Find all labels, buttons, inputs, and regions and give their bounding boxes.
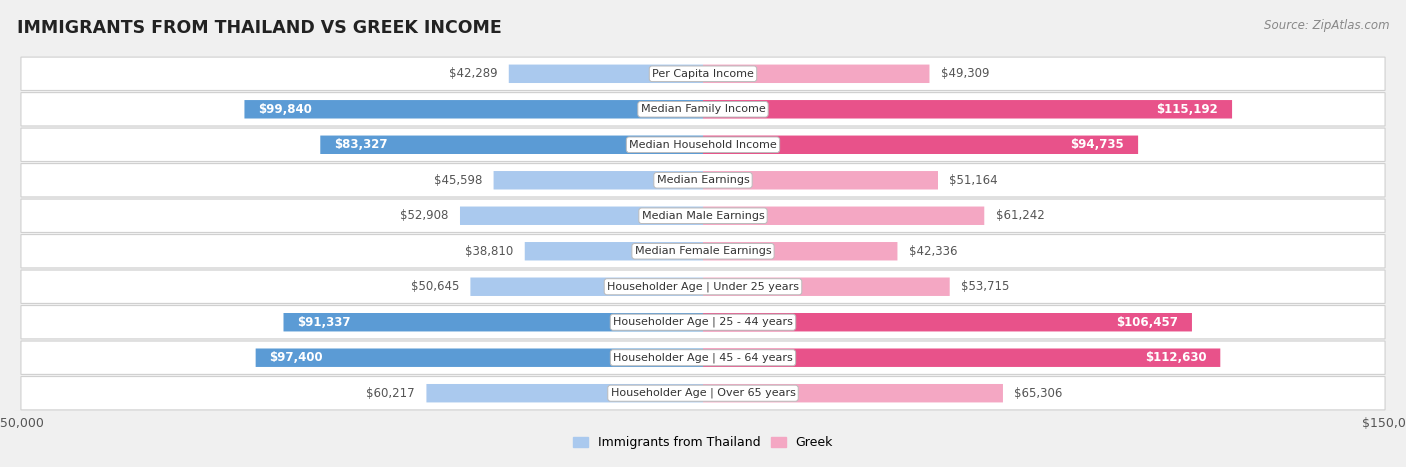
- FancyBboxPatch shape: [703, 64, 929, 83]
- Text: $51,164: $51,164: [949, 174, 998, 187]
- Text: $65,306: $65,306: [1014, 387, 1063, 400]
- FancyBboxPatch shape: [703, 242, 897, 261]
- FancyBboxPatch shape: [21, 341, 1385, 375]
- FancyBboxPatch shape: [509, 64, 703, 83]
- FancyBboxPatch shape: [703, 384, 1002, 403]
- Text: $53,715: $53,715: [962, 280, 1010, 293]
- Text: $49,309: $49,309: [941, 67, 990, 80]
- Text: $50,645: $50,645: [411, 280, 458, 293]
- Text: Median Household Income: Median Household Income: [628, 140, 778, 150]
- Text: Median Family Income: Median Family Income: [641, 104, 765, 114]
- FancyBboxPatch shape: [21, 234, 1385, 268]
- FancyBboxPatch shape: [21, 305, 1385, 339]
- Text: $60,217: $60,217: [367, 387, 415, 400]
- FancyBboxPatch shape: [21, 270, 1385, 304]
- FancyBboxPatch shape: [21, 57, 1385, 91]
- FancyBboxPatch shape: [21, 92, 1385, 126]
- FancyBboxPatch shape: [21, 163, 1385, 197]
- FancyBboxPatch shape: [703, 348, 1220, 367]
- Text: Per Capita Income: Per Capita Income: [652, 69, 754, 79]
- Text: $61,242: $61,242: [995, 209, 1045, 222]
- FancyBboxPatch shape: [703, 277, 949, 296]
- Text: $52,908: $52,908: [401, 209, 449, 222]
- Text: $45,598: $45,598: [433, 174, 482, 187]
- Text: Median Male Earnings: Median Male Earnings: [641, 211, 765, 221]
- Text: $115,192: $115,192: [1157, 103, 1218, 116]
- FancyBboxPatch shape: [21, 199, 1385, 233]
- FancyBboxPatch shape: [494, 171, 703, 190]
- FancyBboxPatch shape: [321, 135, 703, 154]
- FancyBboxPatch shape: [703, 171, 938, 190]
- FancyBboxPatch shape: [21, 376, 1385, 410]
- FancyBboxPatch shape: [256, 348, 703, 367]
- FancyBboxPatch shape: [703, 100, 1232, 119]
- FancyBboxPatch shape: [703, 313, 1192, 332]
- FancyBboxPatch shape: [284, 313, 703, 332]
- Text: Householder Age | 25 - 44 years: Householder Age | 25 - 44 years: [613, 317, 793, 327]
- Text: $38,810: $38,810: [465, 245, 513, 258]
- Text: Householder Age | Under 25 years: Householder Age | Under 25 years: [607, 282, 799, 292]
- Text: $94,735: $94,735: [1070, 138, 1125, 151]
- Legend: Immigrants from Thailand, Greek: Immigrants from Thailand, Greek: [568, 432, 838, 454]
- Text: $91,337: $91,337: [297, 316, 350, 329]
- FancyBboxPatch shape: [21, 128, 1385, 162]
- Text: Source: ZipAtlas.com: Source: ZipAtlas.com: [1264, 19, 1389, 32]
- FancyBboxPatch shape: [245, 100, 703, 119]
- Text: $106,457: $106,457: [1116, 316, 1178, 329]
- Text: Householder Age | 45 - 64 years: Householder Age | 45 - 64 years: [613, 353, 793, 363]
- Text: Median Female Earnings: Median Female Earnings: [634, 246, 772, 256]
- FancyBboxPatch shape: [524, 242, 703, 261]
- Text: $112,630: $112,630: [1144, 351, 1206, 364]
- Text: $42,336: $42,336: [908, 245, 957, 258]
- Text: Householder Age | Over 65 years: Householder Age | Over 65 years: [610, 388, 796, 398]
- FancyBboxPatch shape: [460, 206, 703, 225]
- FancyBboxPatch shape: [703, 206, 984, 225]
- Text: $42,289: $42,289: [449, 67, 498, 80]
- Text: $97,400: $97,400: [270, 351, 323, 364]
- FancyBboxPatch shape: [471, 277, 703, 296]
- Text: $99,840: $99,840: [259, 103, 312, 116]
- FancyBboxPatch shape: [703, 135, 1137, 154]
- Text: Median Earnings: Median Earnings: [657, 175, 749, 185]
- Text: $83,327: $83,327: [335, 138, 388, 151]
- FancyBboxPatch shape: [426, 384, 703, 403]
- Text: IMMIGRANTS FROM THAILAND VS GREEK INCOME: IMMIGRANTS FROM THAILAND VS GREEK INCOME: [17, 19, 502, 37]
